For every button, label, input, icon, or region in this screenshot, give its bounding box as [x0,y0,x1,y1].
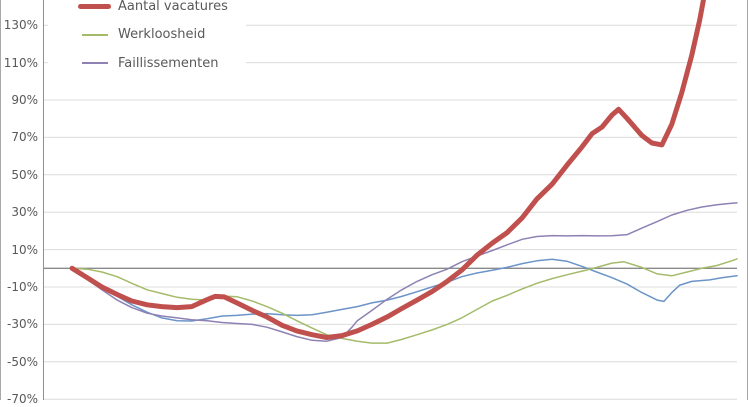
y-tick-label: 90% [11,93,38,107]
y-tick-label: 70% [11,130,38,145]
y-tick-label: -30% [6,317,38,332]
legend-item-faillissementen: Faillissementen [48,49,246,78]
series-line-werkloosheid [71,258,738,344]
series-line-unlabeled-blue [71,258,738,322]
y-tick-label: 30% [11,205,38,220]
y-tick-label: -50% [6,354,38,369]
chart-legend: Aantal vacatures Werkloosheid Faillissem… [48,0,246,78]
legend-label-werkloosheid: Werkloosheid [118,27,206,43]
legend-swatch-aantal-vacatures [78,3,111,9]
legend-item-aantal-vacatures: Aantal vacatures [48,0,246,21]
chart-left-border [0,0,1,400]
legend-swatch-faillissementen [82,62,108,65]
legend-swatch-werkloosheid [82,33,108,36]
y-tick-label: 110% [3,55,38,70]
chart-right-border [747,0,748,400]
legend-label-aantal-vacatures: Aantal vacatures [118,0,228,14]
legend-item-werkloosheid: Werkloosheid [48,21,246,50]
y-axis: 130% 110% 90% 70% 50% 30% 10% -10% -30% -50% -70% [0,0,38,406]
y-tick-label: 130% [3,18,38,33]
y-tick-label: -10% [6,280,38,294]
series-line-aantal-vacatures [69,0,706,340]
y-tick-label: 50% [11,167,38,182]
y-tick-label: -70% [6,392,38,407]
legend-label-faillissementen: Faillissementen [118,55,219,71]
series-line-faillissementen [71,202,738,342]
y-tick-label: 10% [11,242,38,257]
